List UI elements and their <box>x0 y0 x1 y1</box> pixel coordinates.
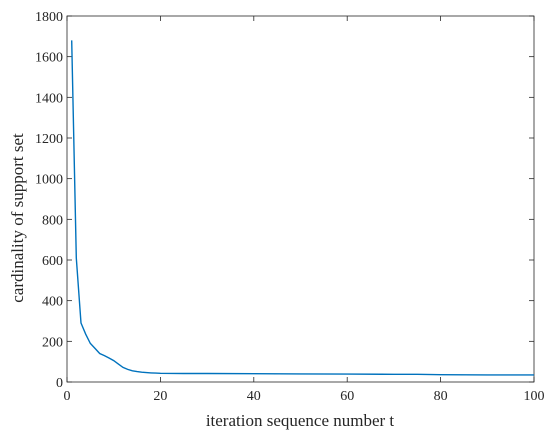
plot-area <box>66 15 535 383</box>
y-tick-label: 600 <box>42 254 63 269</box>
y-tick-label: 400 <box>42 295 63 310</box>
y-tick-label: 1200 <box>35 132 63 147</box>
x-tick-label: 20 <box>153 389 167 404</box>
x-tick-label: 60 <box>340 389 354 404</box>
x-axis: 0 20 40 60 80 100 <box>64 16 545 404</box>
y-tick-label: 1000 <box>35 173 63 188</box>
x-tick-label: 80 <box>434 389 448 404</box>
plot-frame <box>66 15 535 383</box>
y-axis-label: cardinality of support set <box>8 133 27 303</box>
y-tick-label: 200 <box>42 335 63 350</box>
y-tick-label: 1600 <box>35 51 63 66</box>
x-tick-label: 40 <box>247 389 261 404</box>
y-axis: 0 200 400 600 800 1000 1200 1400 1600 1800 <box>35 10 534 391</box>
y-tick-label: 800 <box>42 213 63 228</box>
x-axis-label: iteration sequence number t <box>206 411 395 430</box>
y-tick-label: 1800 <box>35 10 63 25</box>
x-tick-label: 0 <box>64 389 71 404</box>
series-line <box>71 40 534 376</box>
series-layer <box>71 40 534 376</box>
y-tick-label: 1400 <box>35 91 63 106</box>
x-tick-label: 100 <box>524 389 545 404</box>
y-tick-label: 0 <box>56 376 63 391</box>
